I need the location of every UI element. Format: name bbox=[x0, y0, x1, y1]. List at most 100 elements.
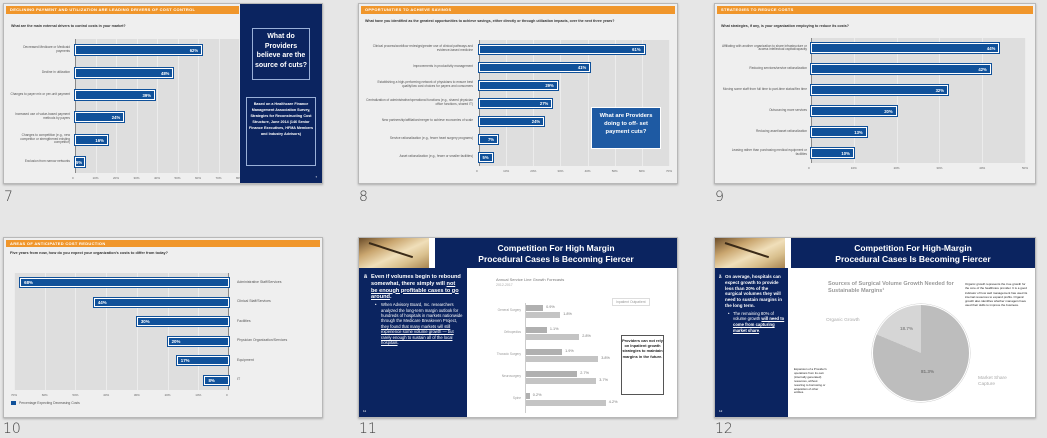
sub-bullet: • The remaining 80% of volume growth wil… bbox=[719, 311, 785, 333]
category-label: Centralization of administrative/operati… bbox=[366, 98, 473, 106]
data-bar: 32% bbox=[810, 84, 949, 97]
dot-icon: • bbox=[375, 302, 377, 308]
survey-question: What have you identified as the greatest… bbox=[365, 19, 615, 23]
category-label: New partnership/affiliation/merger to ac… bbox=[381, 118, 473, 123]
gridline bbox=[116, 39, 117, 173]
sub-bullet-end: . bbox=[397, 340, 399, 346]
gridline bbox=[218, 39, 220, 173]
category-label: Improvements in productivity management bbox=[412, 64, 473, 69]
gridline bbox=[641, 40, 643, 166]
axis-line bbox=[75, 39, 76, 173]
slide-thumbnail-8[interactable]: OPPORTUNITIES TO ACHIEVE SAVINGS What ha… bbox=[358, 3, 678, 184]
slide-thumbnail-10[interactable]: AREAS OF ANTICIPATED COST REDUCTION Five… bbox=[3, 237, 323, 418]
axis-tick: 50% bbox=[1022, 166, 1029, 170]
legend-swatch bbox=[11, 401, 16, 405]
bullet-text: Even if volumes begin to rebound somewha… bbox=[371, 274, 461, 287]
category-label: Changes to competition (e.g., new compet… bbox=[20, 132, 70, 145]
data-bar: 68% bbox=[19, 277, 230, 289]
outpatient-value: 3.8% bbox=[601, 356, 610, 360]
slide-number: 7 bbox=[4, 189, 13, 205]
category-label: Moving some staff from full time to part… bbox=[722, 87, 807, 92]
category-label: Leasing rather than purchasing medical e… bbox=[731, 147, 807, 156]
gridline bbox=[939, 38, 941, 163]
legend-label: Percentage Expecting Decreasing Costs bbox=[19, 401, 80, 405]
main-bullet: ã On average, hospitals can expect growt… bbox=[719, 274, 785, 309]
inpatient-value: 2.7% bbox=[580, 371, 589, 375]
slide-header-bar: OPPORTUNITIES TO ACHIEVE SAVINGS bbox=[361, 6, 675, 14]
category-label: Reducing services/service rationalizatio… bbox=[749, 66, 807, 71]
data-bar: 61% bbox=[478, 43, 646, 55]
category-label: Spine bbox=[512, 396, 521, 401]
outpatient-bar bbox=[526, 334, 580, 340]
axis-tick: 10% bbox=[850, 166, 857, 170]
slide-number: 12 bbox=[715, 421, 733, 437]
chart-subtitle: 2012-2017 bbox=[496, 283, 513, 287]
slide-number: 8 bbox=[359, 189, 368, 205]
inpatient-value: 1.9% bbox=[565, 349, 574, 353]
slide-header-bar: DECLINING PAYMENT AND UTILIZATION ARE LE… bbox=[6, 6, 239, 14]
category-label: Administrative Staff/Services bbox=[237, 279, 282, 284]
slice-label: 81.3% bbox=[921, 369, 935, 374]
sub-bullet-emphasis: will need to come from capturing market … bbox=[733, 316, 785, 333]
data-bar: 44% bbox=[809, 42, 1001, 55]
axis-line bbox=[525, 303, 526, 413]
category-label: Exclusion from narrow networks bbox=[24, 158, 70, 163]
bar-chart: 68% 44% 30% 20% 17% 8% 70% 60% 50% 40% 30% 20% 10% 0 A… bbox=[4, 238, 322, 417]
category-label: Organic Growth bbox=[826, 318, 860, 323]
bullet-emphasis: not be enough profitable cases to go aro… bbox=[371, 280, 459, 301]
gridline bbox=[1025, 38, 1026, 163]
callout-box: What are Providers doing to off- set pay… bbox=[591, 107, 661, 149]
dot-icon: • bbox=[728, 310, 730, 316]
bullet-icon: ã bbox=[719, 274, 722, 279]
data-bar: 5% bbox=[73, 155, 87, 168]
axis-tick: 40% bbox=[584, 169, 591, 173]
gridline bbox=[95, 39, 97, 173]
gridline bbox=[982, 38, 984, 163]
page-marker: 7 bbox=[315, 175, 317, 179]
outpatient-bar bbox=[526, 356, 599, 362]
slide-thumbnail-12[interactable]: Competition For High-Margin Procedural C… bbox=[714, 237, 1036, 418]
category-label: Changes to payer mix or per-unit payment bbox=[10, 91, 70, 96]
axis-tick: 50% bbox=[72, 393, 79, 397]
gridline bbox=[106, 273, 108, 390]
data-bar: 10% bbox=[810, 146, 855, 159]
sub-bullet-text: The remaining 80% of volume growth bbox=[733, 310, 774, 322]
bar-chart: 61% 41% 29% 27% 24% 7% 5% 0 10% 20% 30% 40% 50% 60% 70… bbox=[359, 4, 677, 183]
data-bar: 41% bbox=[477, 61, 592, 73]
data-bar: 48% bbox=[73, 66, 175, 79]
grouped-bar-chart: General Surgery 0.9% 1.8% Orthopedics 1.1% 2.… bbox=[467, 268, 677, 417]
data-bar: 39% bbox=[74, 88, 156, 101]
category-label: Clinical process/workflow redesign/great… bbox=[372, 44, 473, 52]
bullet-end: . bbox=[389, 294, 392, 301]
gridline bbox=[157, 39, 158, 173]
gridline bbox=[239, 39, 240, 173]
gridline bbox=[587, 40, 589, 166]
category-label: Outsourcing more services bbox=[769, 108, 807, 112]
pen-photo bbox=[715, 238, 785, 268]
inpatient-value: 1.1% bbox=[549, 327, 559, 331]
axis-tick: 70% bbox=[11, 393, 18, 397]
axis-tick: 10% bbox=[503, 169, 510, 173]
data-bar: 8% bbox=[203, 374, 230, 386]
axis-tick: 10% bbox=[195, 393, 202, 397]
data-bar: 44% bbox=[92, 296, 231, 308]
axis-tick: 80% bbox=[236, 176, 243, 180]
gridline bbox=[614, 40, 616, 166]
title-line-1: Competition For High-Margin bbox=[854, 243, 972, 253]
right-note: Organic growth represents the true growt… bbox=[965, 282, 1028, 308]
page-marker: 11 bbox=[363, 409, 367, 413]
category-label: Clinical Staff/Services bbox=[237, 299, 271, 304]
slide-thumbnail-11[interactable]: Competition For High Margin Procedural C… bbox=[358, 237, 678, 418]
slide-thumbnail-7[interactable]: DECLINING PAYMENT AND UTILIZATION ARE LE… bbox=[3, 3, 323, 184]
gridline bbox=[167, 273, 169, 390]
category-label: Reducing asset/asset rationalization bbox=[755, 128, 807, 133]
gridline bbox=[669, 40, 670, 166]
axis-tick: 40% bbox=[103, 393, 110, 397]
category-label: Thoracic Surgery bbox=[496, 352, 521, 357]
survey-question: What strategies, if any, is your organiz… bbox=[721, 24, 849, 28]
slide-number: 11 bbox=[359, 421, 377, 437]
survey-question: What are the main external drivers to co… bbox=[11, 24, 126, 28]
slide-thumbnail-9[interactable]: STRATEGIES TO REDUCE COSTS What strategi… bbox=[714, 3, 1036, 184]
pen-photo bbox=[359, 238, 429, 268]
